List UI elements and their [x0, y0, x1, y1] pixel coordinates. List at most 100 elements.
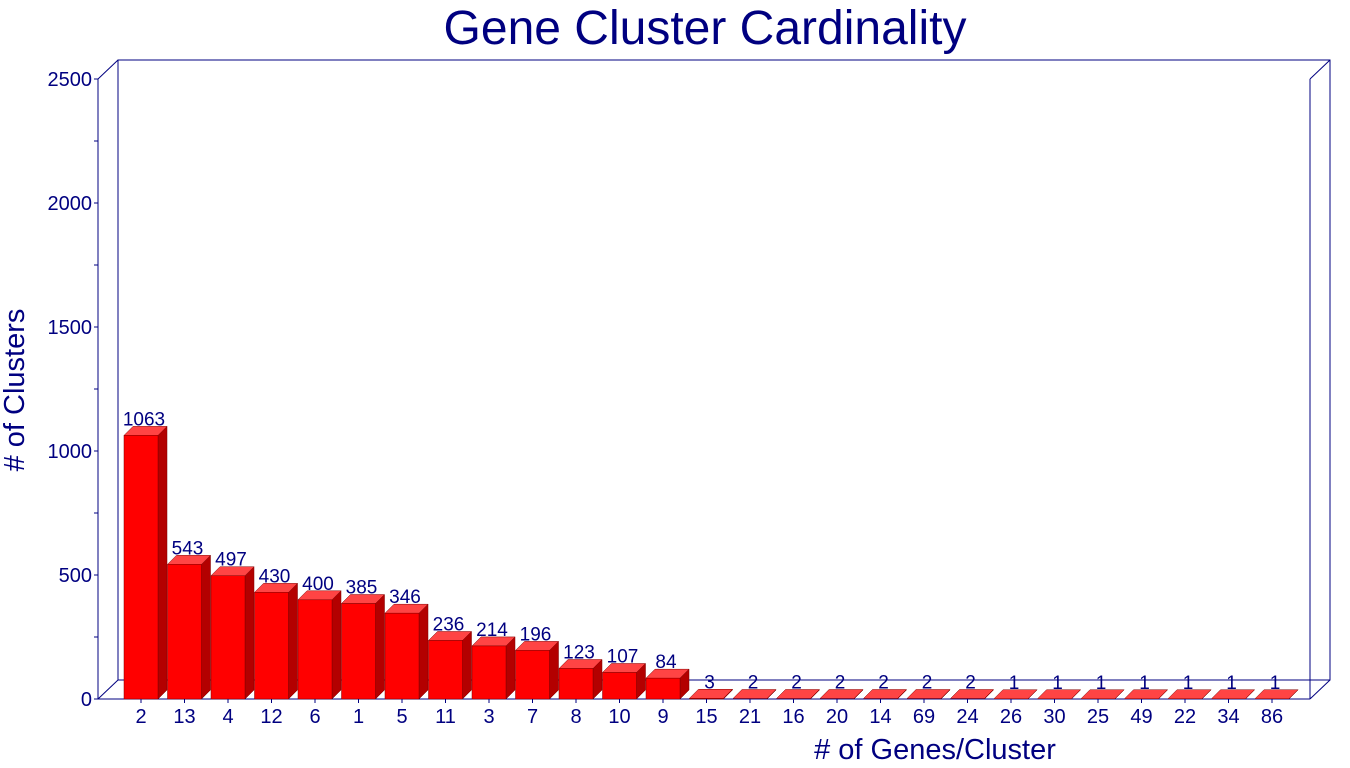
bar — [1123, 689, 1169, 700]
bars — [123, 425, 1299, 700]
data-label: 214 — [476, 620, 508, 641]
bar — [253, 582, 299, 700]
y-tick-label: 1500 — [48, 317, 93, 339]
x-tick-label: 49 — [1130, 706, 1152, 728]
bar — [862, 688, 908, 700]
bar — [1036, 689, 1082, 700]
data-label: 430 — [259, 566, 291, 587]
bar — [819, 688, 864, 700]
x-tick-label: 20 — [826, 706, 848, 728]
data-label: 1 — [1139, 673, 1150, 694]
x-tick-label: 9 — [657, 706, 668, 728]
bar — [906, 688, 951, 700]
x-tick-label: 25 — [1087, 706, 1109, 728]
bar-side — [418, 603, 429, 700]
data-label: 107 — [607, 646, 639, 667]
x-tick-label: 26 — [1000, 706, 1022, 728]
bar-top — [775, 689, 821, 699]
data-label: 1 — [1226, 673, 1237, 694]
bar-side — [375, 593, 385, 700]
x-tick-label: 34 — [1217, 706, 1239, 728]
bar-side — [201, 554, 211, 700]
x-tick-label: 5 — [396, 706, 407, 728]
x-tick-label: 15 — [695, 706, 717, 728]
bar-front — [384, 612, 420, 700]
bar — [993, 689, 1038, 700]
bar-top — [732, 689, 777, 699]
bar-side — [549, 640, 559, 700]
bar-side — [157, 425, 168, 700]
bar-front — [254, 592, 289, 700]
y-tick-label: 0 — [81, 689, 92, 711]
x-tick-label: 1 — [353, 706, 364, 728]
data-label: 2 — [791, 673, 802, 694]
bar-front — [689, 698, 724, 700]
data-label: 123 — [563, 642, 595, 663]
x-tick-label: 6 — [309, 706, 320, 728]
x-tick-label: 2 — [135, 706, 146, 728]
bar-side — [462, 630, 472, 700]
data-label: 497 — [215, 550, 247, 571]
x-tick-label: 24 — [956, 706, 978, 728]
bar — [297, 590, 342, 700]
bar-top — [1167, 689, 1212, 700]
x-axis: 2 13 4 12 6 1 5 11 3 7 8 10 9 15 21 16 20 14 69 24 26 30 25 49 2… — [135, 699, 1283, 728]
bar — [645, 668, 690, 700]
data-label: 2 — [878, 673, 889, 694]
x-tick-label: 69 — [913, 706, 935, 728]
data-label: 2 — [922, 673, 933, 694]
bar-front — [471, 645, 507, 700]
bar-top — [1254, 689, 1299, 700]
bar-top — [993, 689, 1038, 700]
data-label: 1 — [1009, 673, 1020, 694]
bar-side — [288, 582, 298, 700]
bar — [123, 425, 168, 700]
bar — [427, 630, 473, 700]
bar — [775, 688, 821, 700]
frame-edge — [97, 679, 119, 700]
frame-edge — [1309, 59, 1331, 80]
y-tick-label: 2500 — [48, 69, 93, 91]
bar-front — [558, 668, 594, 700]
x-tick-label: 16 — [782, 706, 804, 728]
y-tick-label: 1000 — [48, 441, 93, 463]
bar — [471, 636, 516, 700]
x-tick-label: 7 — [527, 706, 538, 728]
x-tick-label: 4 — [222, 706, 233, 728]
bar-front — [123, 435, 159, 700]
data-label: 1 — [1183, 673, 1194, 694]
x-tick-label: 3 — [483, 706, 494, 728]
x-tick-label: 8 — [570, 706, 581, 728]
data-label: 543 — [172, 538, 204, 559]
bar-side — [244, 566, 255, 700]
bar-front — [645, 677, 681, 700]
bar — [558, 658, 603, 700]
data-label: 84 — [655, 652, 677, 673]
bar-side — [331, 590, 342, 700]
bar-top — [1036, 689, 1082, 700]
x-tick-label: 86 — [1261, 706, 1283, 728]
bar-top — [1080, 689, 1125, 700]
x-tick-label: 10 — [608, 706, 630, 728]
x-tick-label: 12 — [260, 706, 282, 728]
data-label: 1 — [1052, 673, 1063, 694]
bar-top — [1210, 689, 1256, 700]
chart-title: Gene Cluster Cardinality — [444, 2, 967, 55]
data-label: 385 — [346, 578, 378, 599]
bar — [949, 688, 995, 700]
x-axis-title: # of Genes/Cluster — [814, 734, 1056, 766]
bar-top — [949, 689, 995, 699]
bar-front — [210, 575, 246, 700]
bar-front — [602, 672, 637, 700]
data-label: 196 — [520, 624, 552, 645]
data-label: 400 — [302, 574, 334, 595]
data-label: 2 — [965, 673, 976, 694]
x-tick-label: 11 — [435, 706, 456, 728]
bar — [1167, 689, 1212, 700]
data-label: 346 — [389, 587, 421, 608]
bar-front — [428, 640, 463, 700]
data-label: 2 — [748, 673, 759, 694]
bar-top — [862, 689, 908, 699]
data-label: 236 — [433, 614, 465, 635]
